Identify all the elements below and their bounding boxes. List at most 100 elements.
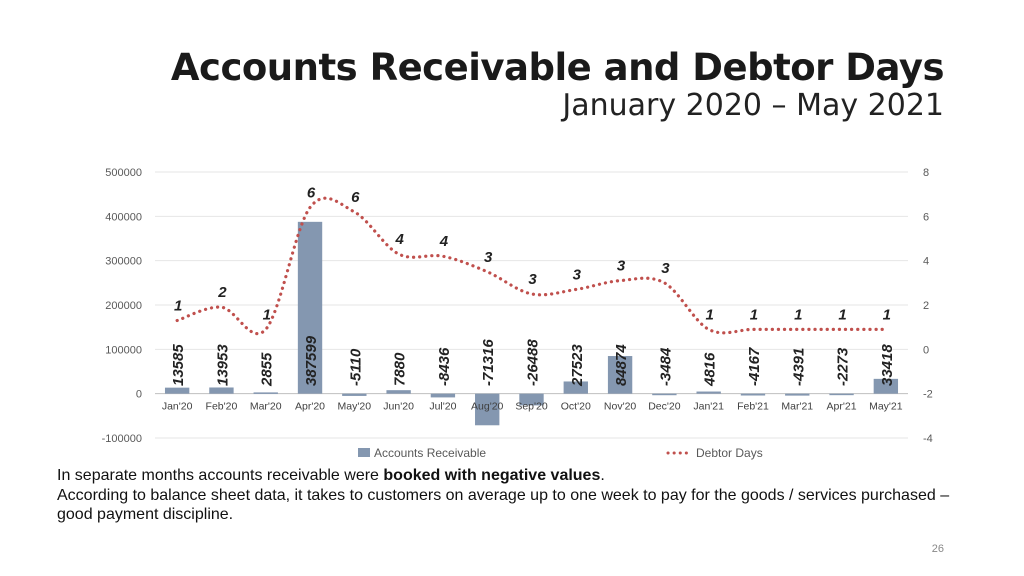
ar-bar	[342, 393, 367, 396]
debtor-days-label: 3	[617, 258, 626, 275]
x-axis-label: Apr'21	[827, 401, 857, 413]
x-axis-label: May'20	[338, 401, 372, 413]
ar-bar-value-label: -3484	[657, 347, 674, 386]
x-axis-label: Sep'20	[515, 401, 548, 413]
debtor-days-label: 1	[838, 306, 846, 323]
debtor-days-label: 2	[217, 284, 227, 301]
x-axis-label: Feb'20	[206, 401, 238, 413]
debtor-days-label: 3	[528, 271, 537, 288]
line-series-debtor-days	[175, 196, 888, 336]
debtor-days-label: 6	[351, 189, 360, 206]
right-axis-tick: 4	[923, 256, 929, 268]
ar-bar-value-label: 13585	[170, 344, 187, 386]
left-axis-tick: 300000	[105, 256, 142, 268]
x-axis-label: May'21	[869, 401, 903, 413]
ar-bar	[785, 393, 810, 396]
ar-bar	[696, 391, 721, 394]
x-axis-label: Oct'20	[561, 401, 591, 413]
debtor-days-label: 3	[573, 266, 582, 283]
page-title: Accounts Receivable and Debtor Days	[170, 46, 945, 89]
debtor-days-label: 1	[750, 306, 758, 323]
x-axis-label: Jan'21	[693, 401, 724, 413]
ar-bar	[829, 393, 854, 396]
ar-bar	[652, 393, 677, 396]
commentary-text: In separate months accounts receivable w…	[57, 466, 957, 525]
ar-bar-value-label: -71316	[480, 339, 497, 386]
debtor-days-label: 1	[706, 306, 714, 323]
x-axis-label: Aug'20	[471, 401, 504, 413]
right-axis-tick: -4	[923, 433, 933, 445]
ar-bar-value-label: -4167	[746, 347, 763, 386]
x-axis-label: Jan'20	[162, 401, 193, 413]
debtor-days-label: 1	[883, 306, 891, 323]
debtor-days-line	[175, 196, 888, 336]
note-line1-bold: booked with negative values	[383, 467, 601, 484]
debtor-days-label: 6	[307, 184, 316, 201]
ar-bar-value-label: -8436	[436, 347, 453, 386]
page-subtitle: January 2020 – May 2021	[562, 88, 944, 123]
ar-bar-value-label: -26488	[525, 339, 542, 386]
note-line2-text: According to balance sheet data, it take…	[57, 486, 950, 524]
ar-bar-value-label: 13953	[214, 344, 231, 386]
bar-series-accounts-receivable	[164, 221, 899, 426]
debtor-days-label: 1	[263, 306, 271, 323]
note-line1-text: In separate months accounts receivable w…	[57, 467, 384, 484]
ar-bar-value-label: 33418	[879, 344, 896, 386]
combo-chart: 500000 400000 300000 200000 100000 0 -100000 8…	[102, 167, 933, 460]
right-axis-ticks: 8 6 4 2 0 -2 -4	[923, 167, 933, 445]
ar-bar-value-label: -4391	[790, 348, 807, 386]
x-axis-label: Nov'20	[604, 401, 637, 413]
debtor-days-label: 3	[484, 249, 493, 266]
line-value-labels: 1 2 1 6 6 4 4 3 3 3 3 3 1 1 1 1 1	[174, 184, 891, 323]
ar-bar	[164, 387, 190, 394]
left-axis-tick: -100000	[102, 433, 142, 445]
left-axis-tick: 400000	[105, 211, 142, 223]
x-axis-label: Mar'20	[250, 401, 282, 413]
ar-bar	[740, 393, 766, 396]
debtor-days-label: 4	[394, 231, 404, 248]
debtor-days-label: 4	[439, 233, 449, 250]
left-axis-tick: 200000	[105, 300, 142, 312]
ar-bar-value-label: 7880	[392, 352, 409, 386]
ar-bar	[430, 393, 456, 398]
ar-bar	[475, 393, 500, 426]
legend-swatch-accounts-receivable	[358, 448, 370, 457]
left-axis-tick: 500000	[105, 167, 142, 179]
debtor-days-label: 1	[174, 298, 182, 315]
left-axis-tick: 0	[136, 389, 142, 401]
right-axis-tick: 0	[923, 344, 929, 356]
ar-bar-value-label: 27523	[569, 344, 586, 387]
chart-legend: Accounts Receivable Debtor Days	[358, 446, 763, 460]
x-axis-label: Jul'20	[429, 401, 456, 413]
x-axis-category-labels: Jan'20 Feb'20 Mar'20 Apr'20 May'20 Jun'20 Jul'…	[162, 401, 903, 413]
left-axis-tick: 100000	[105, 344, 142, 356]
x-axis-label: Jun'20	[383, 401, 414, 413]
right-axis-tick: 2	[923, 300, 929, 312]
legend-label-accounts-receivable: Accounts Receivable	[374, 446, 486, 460]
ar-bar-value-label: -5110	[347, 348, 364, 386]
ar-bar-value-label: 4816	[702, 352, 719, 387]
ar-bar	[386, 390, 411, 394]
note-line1-end: .	[600, 467, 605, 484]
ar-bar-value-label: -2273	[835, 347, 852, 386]
debtor-days-label: 3	[661, 260, 670, 277]
x-axis-label: Mar'21	[781, 401, 813, 413]
right-axis-tick: -2	[923, 389, 933, 401]
x-axis-label: Dec'20	[648, 401, 681, 413]
right-axis-tick: 6	[923, 211, 929, 223]
legend-label-debtor-days: Debtor Days	[696, 446, 763, 460]
ar-bar	[253, 392, 278, 394]
ar-bar-value-label: 387599	[303, 335, 320, 386]
left-axis-ticks: 500000 400000 300000 200000 100000 0 -100000	[102, 167, 142, 445]
page-number: 26	[931, 543, 944, 555]
ar-bar	[873, 378, 899, 394]
ar-bar	[297, 221, 323, 394]
ar-bar	[519, 393, 544, 406]
x-axis-label: Feb'21	[737, 401, 769, 413]
x-axis-label: Apr'20	[295, 401, 325, 413]
debtor-days-label: 1	[794, 306, 802, 323]
ar-bar	[607, 356, 633, 394]
ar-bar-value-label: 84874	[613, 344, 630, 386]
ar-bar-value-label: 2855	[259, 352, 276, 387]
ar-bar	[209, 387, 234, 394]
